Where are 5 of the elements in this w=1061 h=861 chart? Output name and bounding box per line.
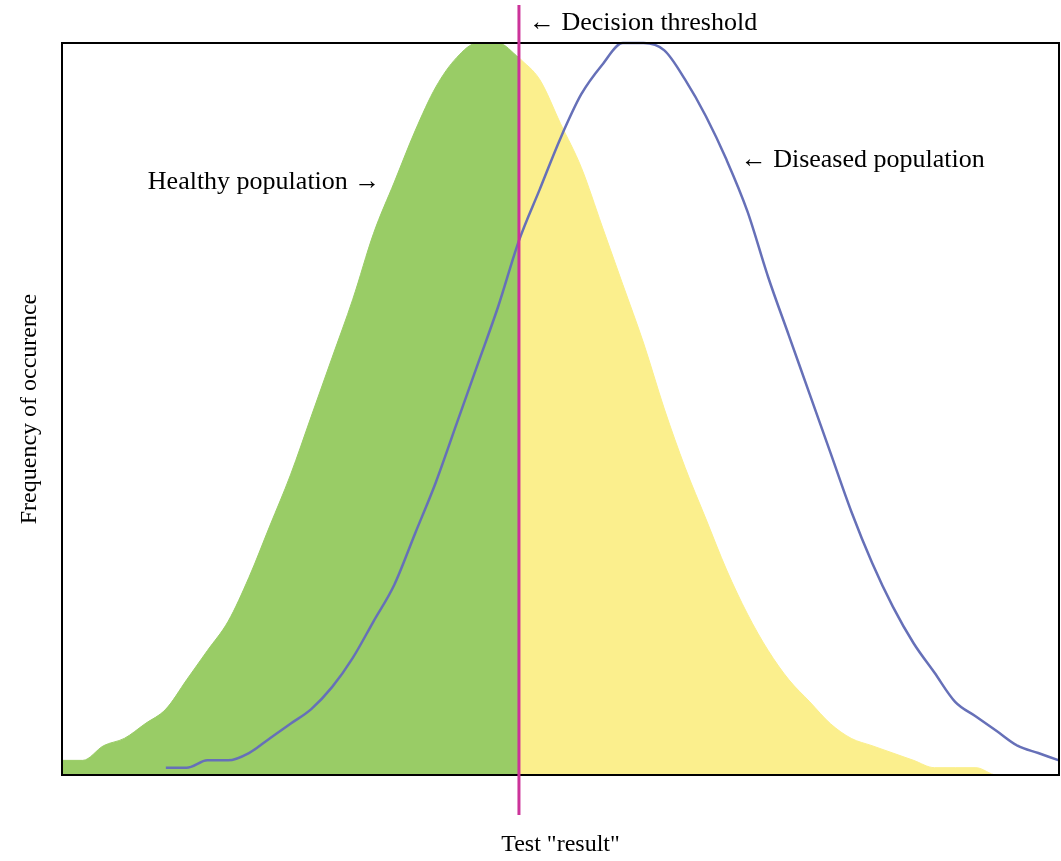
- y-axis-title: Frequency of occurence: [15, 293, 42, 525]
- x-axis-title: Test "result": [501, 830, 620, 857]
- series-label: Healthy population →: [147, 165, 381, 195]
- series-label: ← Diseased population: [740, 143, 985, 173]
- text: ← Decision threshold: [528, 6, 758, 36]
